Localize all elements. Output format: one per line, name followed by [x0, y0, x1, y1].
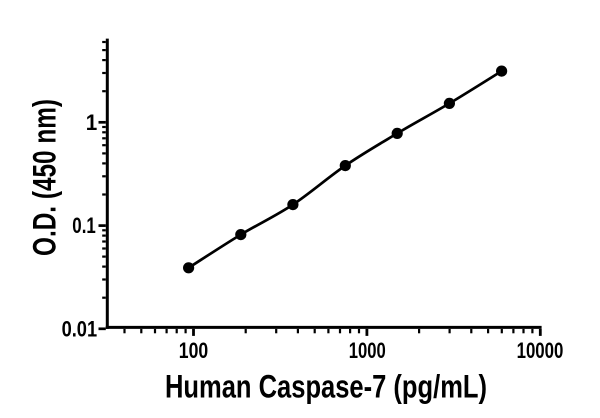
svg-text:O.D. (450 nm): O.D. (450 nm)	[27, 99, 63, 256]
svg-text:100: 100	[179, 338, 208, 363]
svg-text:1: 1	[86, 110, 98, 135]
svg-text:1000: 1000	[349, 338, 386, 363]
svg-text:Human Caspase-7 (pg/mL): Human Caspase-7 (pg/mL)	[165, 369, 487, 405]
svg-text:10000: 10000	[517, 338, 564, 363]
svg-text:0.1: 0.1	[72, 213, 96, 238]
svg-text:0.01: 0.01	[62, 316, 98, 341]
